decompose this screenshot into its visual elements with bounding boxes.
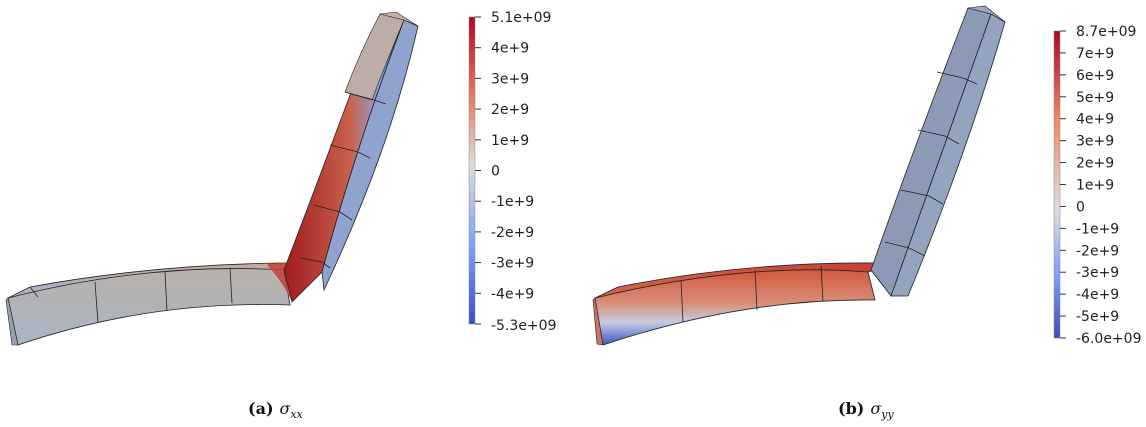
- colorbar-tick-label: -1e+9: [491, 194, 534, 210]
- caption-symbol: σ: [870, 399, 882, 418]
- vertical-arm-upper-face: [344, 13, 405, 101]
- colorbar-max-label: 5.1e+09: [491, 10, 551, 26]
- horizontal-beam-mesh: [29, 267, 233, 324]
- colorbar-tick-label: -2e+9: [1076, 243, 1119, 259]
- caption-subscript: yy: [881, 408, 894, 422]
- colorbar-ticks-sigma-xx: 4e+9 3e+9 2e+9 1e+9 0 -1e+9 -2e+9 -3e+9 -4e+9: [475, 16, 534, 325]
- colorbar-tick-label: 2e+9: [1076, 156, 1114, 172]
- caption-b: (b) σyy: [838, 399, 894, 421]
- horizontal-beam-front-face: [7, 268, 291, 346]
- colorbar-max-label: 8.7e+09: [1076, 24, 1136, 40]
- colorbar-sigma-xx: [468, 16, 476, 325]
- colorbar-tick-label: -3e+9: [491, 256, 534, 272]
- horizontal-beam-left-end: [5, 297, 19, 346]
- colorbar-tick-label: -5e+9: [1076, 309, 1119, 325]
- colorbar-tick-label: 7e+9: [1076, 46, 1114, 62]
- colorbar-tick-label: -2e+9: [491, 225, 534, 241]
- colorbar-tick-label: 6e+9: [1076, 68, 1114, 84]
- colorbar-tick-label: 0: [1076, 199, 1085, 215]
- colorbar-tick-label: 4e+9: [491, 41, 529, 57]
- colorbar-tick-label: -4e+9: [491, 286, 534, 302]
- colorbar-tick-label: 4e+9: [1076, 112, 1114, 128]
- colorbar-min-label: -6.0e+09: [1076, 331, 1141, 347]
- colorbar-tick-label: 1e+9: [1076, 178, 1114, 194]
- colorbar-tick-label: 3e+9: [1076, 134, 1114, 150]
- vertical-arm-mesh: [884, 71, 978, 257]
- colorbar-tick-label: 3e+9: [491, 71, 529, 87]
- colorbar-tick-label: -1e+9: [1076, 221, 1119, 237]
- colorbar-ticks-sigma-yy: 7e+9 6e+9 5e+9 4e+9 3e+9 2e+9 1e+9 0 -1e+9 -2e+9 -…: [1060, 30, 1119, 339]
- panel-sigma-yy: 7e+9 6e+9 5e+9 4e+9 3e+9 2e+9 1e+9 0 -1e+9 -2e+9 -…: [573, 0, 1146, 427]
- vertical-arm-mesh: [299, 91, 387, 269]
- beam-render-sigma-xx: 4e+9 3e+9 2e+9 1e+9 0 -1e+9 -2e+9 -3e+9 -4e+9 5.…: [5, 10, 556, 346]
- vertical-arm-side-face: [321, 19, 419, 292]
- horizontal-beam-left-end: [592, 297, 604, 346]
- colorbar-tick-label: 2e+9: [491, 102, 529, 118]
- colorbar-tick-label: 5e+9: [1076, 90, 1114, 106]
- caption-subscript: xx: [290, 408, 303, 422]
- colorbar-sigma-yy: [1053, 30, 1061, 339]
- colorbar-tick-label: 0: [491, 164, 500, 180]
- vertical-arm-top-cap: [379, 11, 419, 27]
- vertical-arm-front-face: [870, 7, 992, 297]
- caption-label: (a): [248, 399, 274, 418]
- caption-symbol: σ: [279, 399, 291, 418]
- colorbar-tick-label: 1e+9: [491, 133, 529, 149]
- colorbar-tick-label: -4e+9: [1076, 287, 1119, 303]
- panel-sigma-xx: 4e+9 3e+9 2e+9 1e+9 0 -1e+9 -2e+9 -3e+9 -4e+9 5.…: [5, 10, 556, 421]
- horizontal-beam-front-face: [594, 269, 876, 346]
- caption-label: (b): [838, 399, 865, 418]
- colorbar-min-label: -5.3e+09: [491, 318, 556, 334]
- caption-a: (a) σxx: [248, 399, 303, 421]
- horizontal-beam-mesh: [680, 265, 824, 323]
- vertical-arm-top-cap: [967, 5, 1006, 23]
- vertical-arm-side-face: [890, 13, 1006, 297]
- beam-render-sigma-yy: 7e+9 6e+9 5e+9 4e+9 3e+9 2e+9 1e+9 0 -1e+9 -2e+9 -…: [592, 5, 1141, 347]
- colorbar-tick-label: -3e+9: [1076, 265, 1119, 281]
